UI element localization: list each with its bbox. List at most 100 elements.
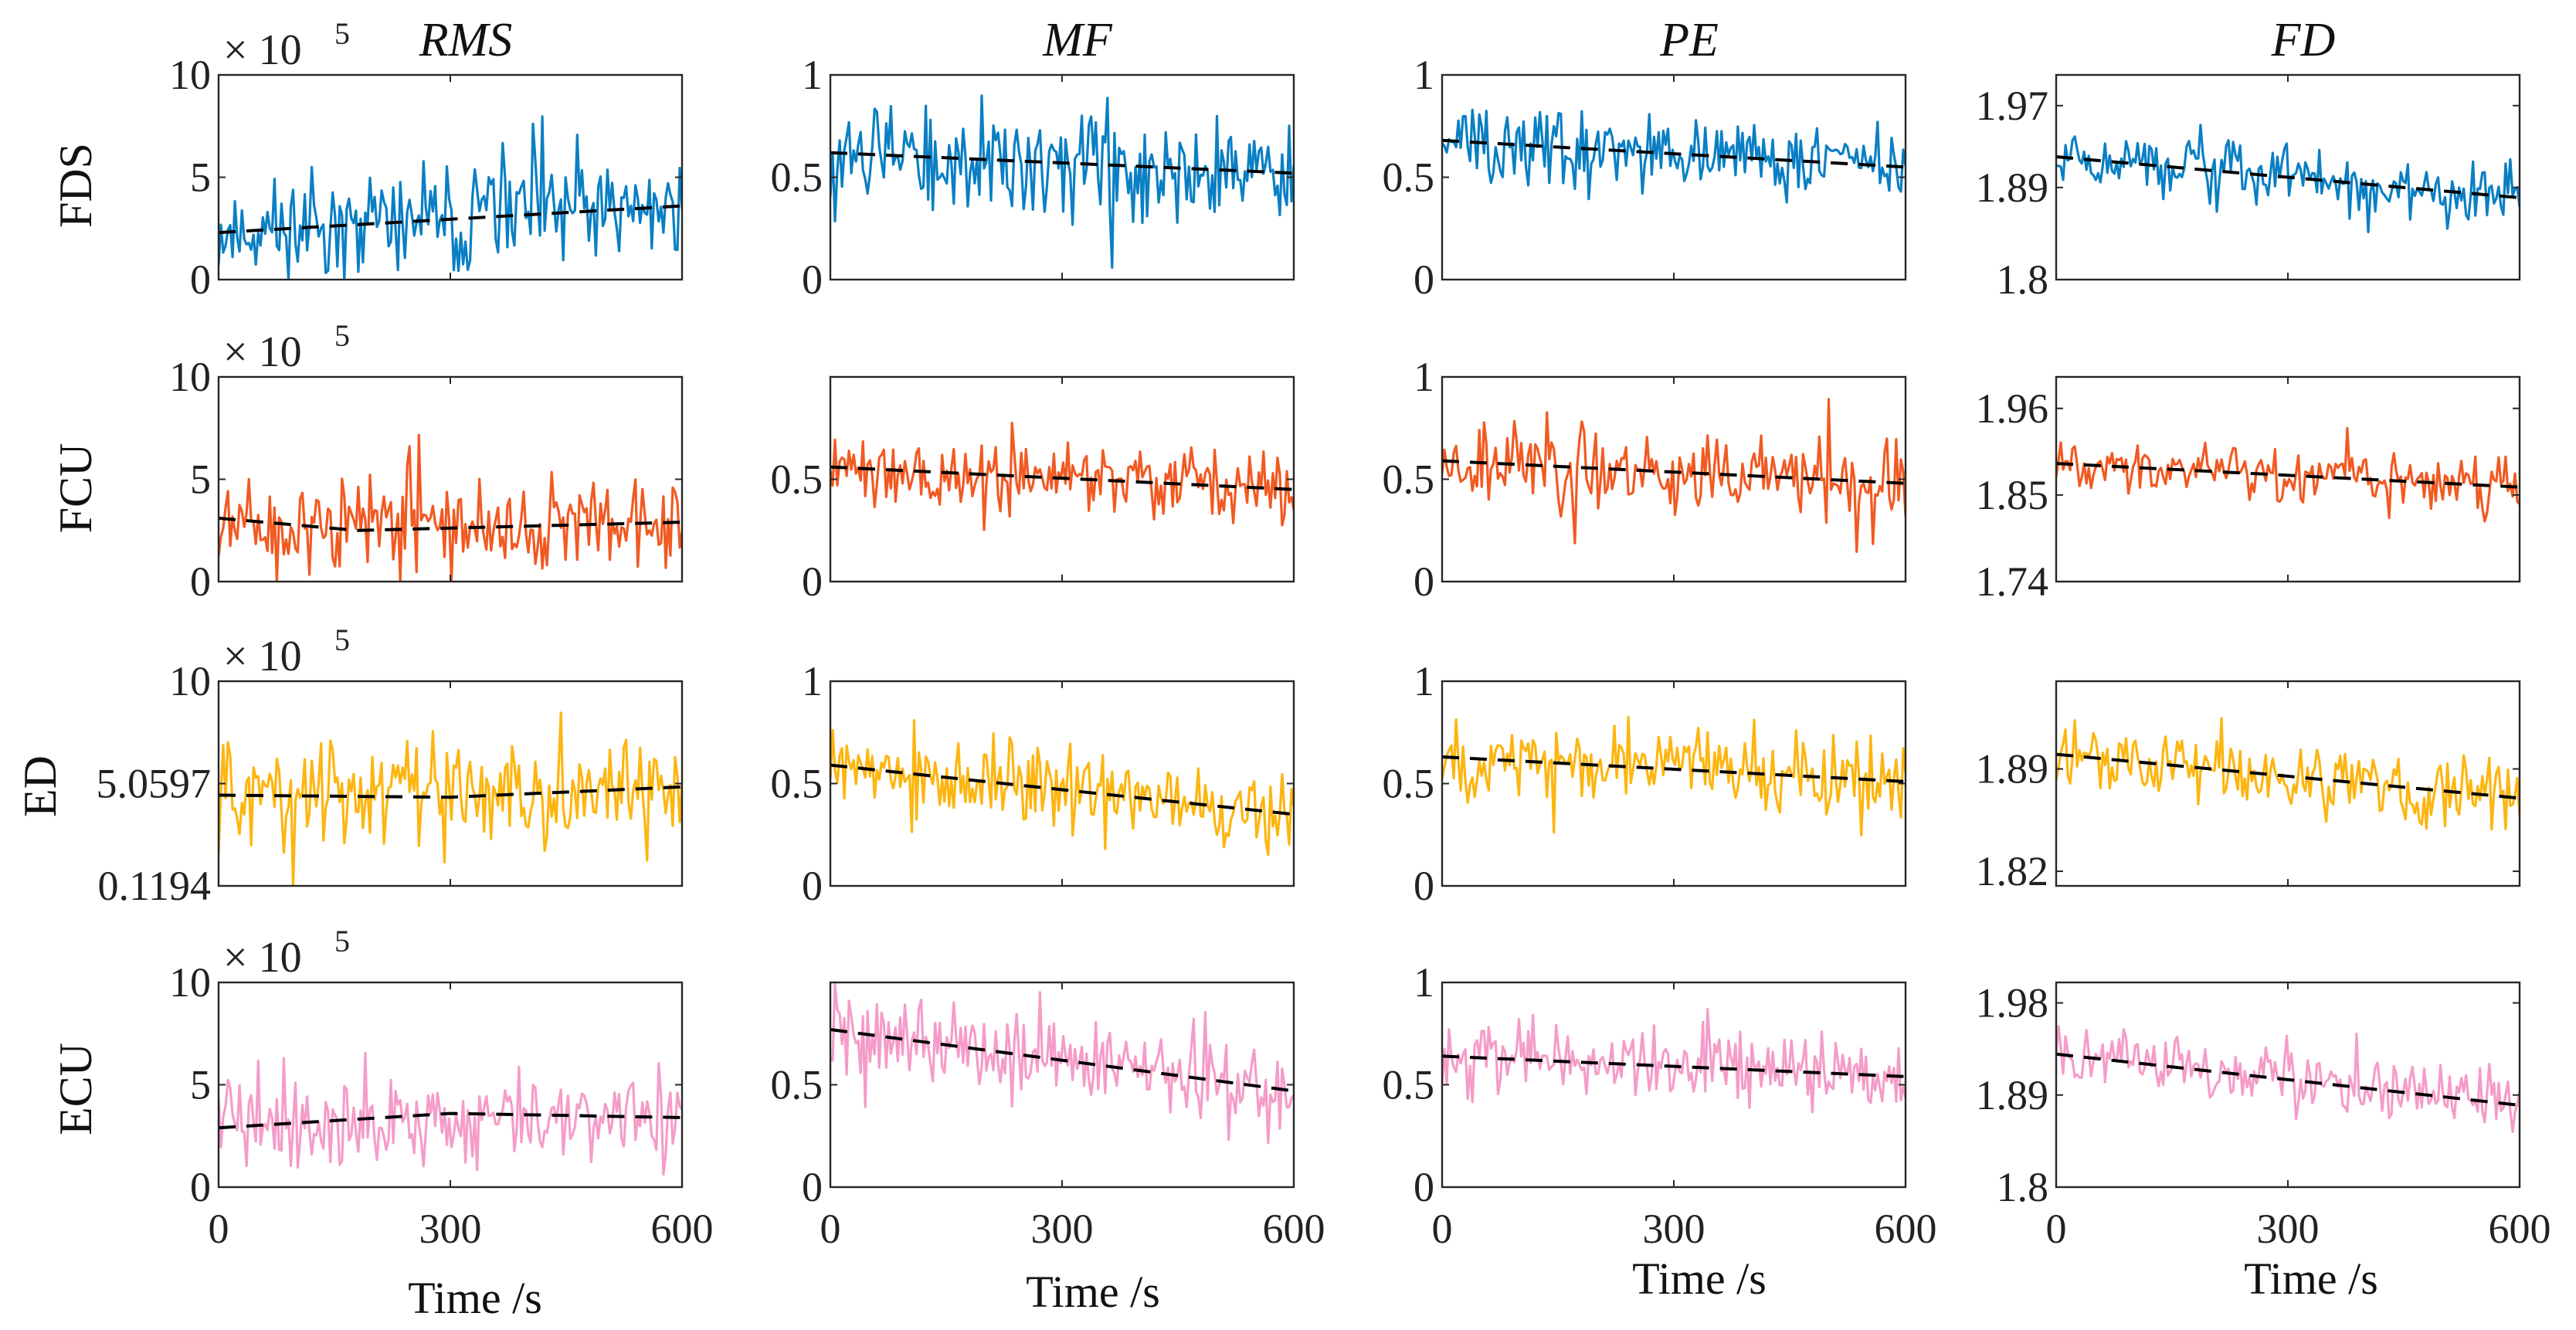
ytick-label-ed-pe-1: 0.5 bbox=[1383, 761, 1435, 807]
multiplier-exponent-fcu-rms: 5 bbox=[334, 318, 350, 353]
trend-line-fcu-rms bbox=[218, 516, 683, 532]
series-line-fcu-mf bbox=[830, 422, 1294, 531]
ytick-label-fds-fd-1: 1.89 bbox=[1976, 165, 2049, 211]
panel-ed-pe: 00.51 bbox=[1383, 658, 1907, 909]
ytick-label-fds-pe-2: 1 bbox=[1414, 52, 1434, 98]
ytick-label-ed-mf-0: 0 bbox=[802, 863, 823, 909]
ytick-label-ecu-pe-2: 1 bbox=[1414, 959, 1434, 1006]
panel-fcu-rms: 0 5 10 × 10 5 bbox=[169, 318, 684, 605]
trend-line-ecu-rms bbox=[218, 1111, 683, 1130]
axes-frame-fds-rms bbox=[217, 73, 684, 281]
xtick-label-ecu-fd-0: 0 bbox=[2046, 1206, 2067, 1252]
ytick-label-ecu-fd-1: 1.89 bbox=[1976, 1072, 2049, 1118]
series-line-ed-fd bbox=[2056, 717, 2520, 831]
ytick-label-ecu-mf-1: 0.5 bbox=[771, 1062, 823, 1108]
ytick-label-ecu-pe-1: 0.5 bbox=[1383, 1062, 1435, 1108]
ytick-label-fds-fd-0: 1.8 bbox=[1997, 256, 2049, 303]
xtick-label-ecu-rms-0: 0 bbox=[209, 1206, 229, 1252]
panel-fds-mf: 00.51 bbox=[771, 52, 1295, 303]
xlabel-pe: Time /s bbox=[1632, 1254, 1767, 1304]
ytick-label-ecu-rms-1: 5 bbox=[190, 1062, 211, 1108]
ytick-label-fcu-pe-0: 0 bbox=[1414, 558, 1434, 605]
column-title-pe: PE bbox=[1659, 14, 1719, 66]
row-label-fcu: FCU bbox=[50, 443, 101, 534]
trend-line-fcu-pe bbox=[1441, 459, 1906, 485]
panel-ecu-mf: 0 0.5 0 300 600 bbox=[771, 981, 1325, 1252]
ytick-label-ecu-rms-0: 0 bbox=[190, 1164, 211, 1210]
trend-line-fds-fd bbox=[2055, 155, 2520, 199]
ytick-label-fcu-mf-0: 0 bbox=[802, 558, 823, 605]
ytick-label-fds-mf-0: 0 bbox=[802, 256, 823, 303]
multiplier-exponent-ed-rms: 5 bbox=[334, 623, 350, 657]
panel-fds-rms: 0 5 10 × 10 5 bbox=[169, 16, 684, 303]
panel-ecu-fd: 1.8 1.89 1.98 0 300 600 bbox=[1976, 980, 2551, 1253]
ytick-label-fds-mf-2: 1 bbox=[802, 52, 823, 98]
xlabel-fd: Time /s bbox=[2244, 1254, 2378, 1304]
xtick-label-ecu-fd-1: 300 bbox=[2257, 1206, 2320, 1252]
series-line-fds-fd bbox=[2056, 124, 2520, 233]
ytick-label-fds-rms-0: 0 bbox=[190, 256, 211, 303]
ytick-label-ecu-rms-2: 10 bbox=[169, 959, 211, 1006]
series-line-fds-mf bbox=[830, 94, 1294, 269]
column-title-mf: MF bbox=[1042, 14, 1113, 66]
ytick-label-ed-mf-1: 0.5 bbox=[771, 761, 823, 807]
xtick-label-ecu-pe-1: 300 bbox=[1643, 1206, 1705, 1252]
ytick-label-ed-rms-1: 5.0597 bbox=[97, 761, 212, 807]
multiplier-fcu-rms: × 10 bbox=[223, 328, 302, 376]
ytick-label-fcu-rms-0: 0 bbox=[190, 558, 211, 605]
xtick-label-ecu-mf-2: 600 bbox=[1263, 1206, 1325, 1252]
series-line-fcu-fd bbox=[2056, 426, 2520, 523]
series-line-fcu-pe bbox=[1442, 398, 1906, 553]
ytick-label-ed-fd-1: 1.89 bbox=[1976, 746, 2049, 792]
xtick-label-ecu-fd-2: 600 bbox=[2489, 1206, 2551, 1252]
ytick-label-ecu-mf-0: 0 bbox=[802, 1164, 823, 1210]
series-line-ed-mf bbox=[830, 719, 1294, 857]
multiplier-ecu-rms: × 10 bbox=[223, 934, 302, 982]
series-line-ecu-rms bbox=[219, 1051, 682, 1176]
ytick-label-fds-rms-2: 10 bbox=[169, 52, 211, 98]
series-line-ecu-fd bbox=[2056, 1025, 2520, 1133]
axes-frame-fds-pe bbox=[1441, 73, 1907, 281]
axes-frame-ecu-mf bbox=[829, 981, 1295, 1189]
axes-frame-ecu-rms bbox=[217, 981, 684, 1189]
column-title-rms: RMS bbox=[419, 14, 513, 66]
ytick-label-ed-pe-0: 0 bbox=[1414, 863, 1434, 909]
trend-line-ed-pe bbox=[1441, 755, 1906, 783]
trend-line-fds-mf bbox=[830, 151, 1295, 175]
panel-fds-pe: 00.51 bbox=[1383, 52, 1907, 303]
ytick-label-fcu-rms-2: 10 bbox=[169, 354, 211, 400]
trend-line-fds-rms bbox=[218, 204, 683, 235]
panel-ecu-rms: 0 5 10 0 300 600 × 10 5 bbox=[169, 924, 714, 1252]
ytick-label-ed-fd-0: 1.82 bbox=[1976, 848, 2049, 894]
panel-fcu-mf: 00.5 bbox=[771, 375, 1295, 605]
series-line-ed-pe bbox=[1442, 715, 1906, 836]
multiplier-exponent-ecu-rms: 5 bbox=[334, 924, 350, 958]
trend-line-ed-mf bbox=[830, 763, 1295, 816]
trend-line-ecu-pe bbox=[1441, 1054, 1906, 1078]
xlabel-rms: Time /s bbox=[408, 1273, 542, 1323]
trend-line-ed-fd bbox=[2055, 752, 2520, 800]
ytick-label-ed-mf-2: 1 bbox=[802, 658, 823, 704]
trend-line-ecu-fd bbox=[2055, 1052, 2520, 1107]
ytick-label-fcu-pe-1: 0.5 bbox=[1383, 456, 1435, 503]
xtick-label-ecu-mf-1: 300 bbox=[1031, 1206, 1094, 1252]
ytick-label-fcu-fd-1: 1.85 bbox=[1976, 472, 2049, 518]
xlabel-mf: Time /s bbox=[1026, 1267, 1160, 1317]
ytick-label-ecu-fd-0: 1.8 bbox=[1997, 1164, 2049, 1210]
ytick-label-fcu-fd-0: 1.74 bbox=[1976, 558, 2049, 605]
row-label-ecu: ECU bbox=[50, 1043, 101, 1135]
panel-ecu-pe: 0 0.5 1 0 300 600 bbox=[1383, 959, 1937, 1252]
panel-fcu-pe: 00.51 bbox=[1383, 354, 1907, 605]
panel-ed-mf: 00.51 bbox=[771, 658, 1295, 909]
panel-ed-rms: 0.1194 5.0597 10 × 10 5 bbox=[97, 623, 684, 909]
multiplier-ed-rms: × 10 bbox=[223, 633, 302, 680]
ytick-label-ecu-pe-0: 0 bbox=[1414, 1164, 1434, 1210]
multiplier-fds-rms: × 10 bbox=[223, 26, 302, 74]
xtick-label-ecu-pe-2: 600 bbox=[1875, 1206, 1937, 1252]
series-line-ecu-pe bbox=[1442, 1008, 1906, 1114]
trend-line-fds-pe bbox=[1441, 138, 1906, 169]
ytick-label-fcu-fd-2: 1.96 bbox=[1976, 385, 2049, 432]
panel-fds-fd: 1.8 1.89 1.97 bbox=[1976, 73, 2521, 303]
